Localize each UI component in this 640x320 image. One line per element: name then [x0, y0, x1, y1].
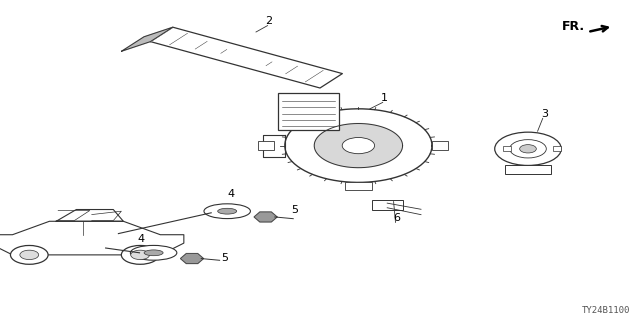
Text: 1: 1: [381, 93, 388, 103]
Circle shape: [122, 245, 159, 264]
Bar: [432, 141, 448, 150]
Polygon shape: [122, 27, 173, 51]
Text: 4: 4: [138, 234, 145, 244]
Text: 6: 6: [394, 213, 401, 223]
Circle shape: [520, 145, 536, 153]
Text: 5: 5: [221, 253, 228, 263]
Ellipse shape: [131, 245, 177, 260]
Polygon shape: [263, 134, 285, 156]
Bar: [505, 164, 551, 174]
Text: TY24B1100: TY24B1100: [582, 306, 630, 315]
Text: FR.: FR.: [562, 20, 585, 33]
Polygon shape: [0, 221, 184, 255]
Bar: [345, 182, 372, 190]
Circle shape: [495, 132, 561, 165]
Polygon shape: [314, 124, 403, 168]
Circle shape: [342, 138, 374, 154]
FancyBboxPatch shape: [278, 93, 339, 130]
Circle shape: [131, 250, 150, 260]
Ellipse shape: [204, 204, 250, 219]
Polygon shape: [180, 253, 204, 264]
Circle shape: [10, 245, 48, 264]
Text: 3: 3: [541, 109, 548, 119]
Circle shape: [509, 140, 547, 158]
Polygon shape: [150, 27, 342, 88]
Bar: [372, 200, 403, 211]
Polygon shape: [56, 210, 124, 221]
Polygon shape: [254, 212, 277, 222]
Bar: [503, 146, 511, 151]
Ellipse shape: [218, 208, 237, 214]
Ellipse shape: [144, 250, 163, 256]
Bar: [553, 146, 561, 151]
Text: 4: 4: [227, 189, 234, 199]
Circle shape: [20, 250, 38, 260]
Bar: [259, 141, 275, 150]
Polygon shape: [285, 109, 432, 182]
Text: 5: 5: [291, 205, 298, 215]
Text: 2: 2: [266, 16, 273, 26]
